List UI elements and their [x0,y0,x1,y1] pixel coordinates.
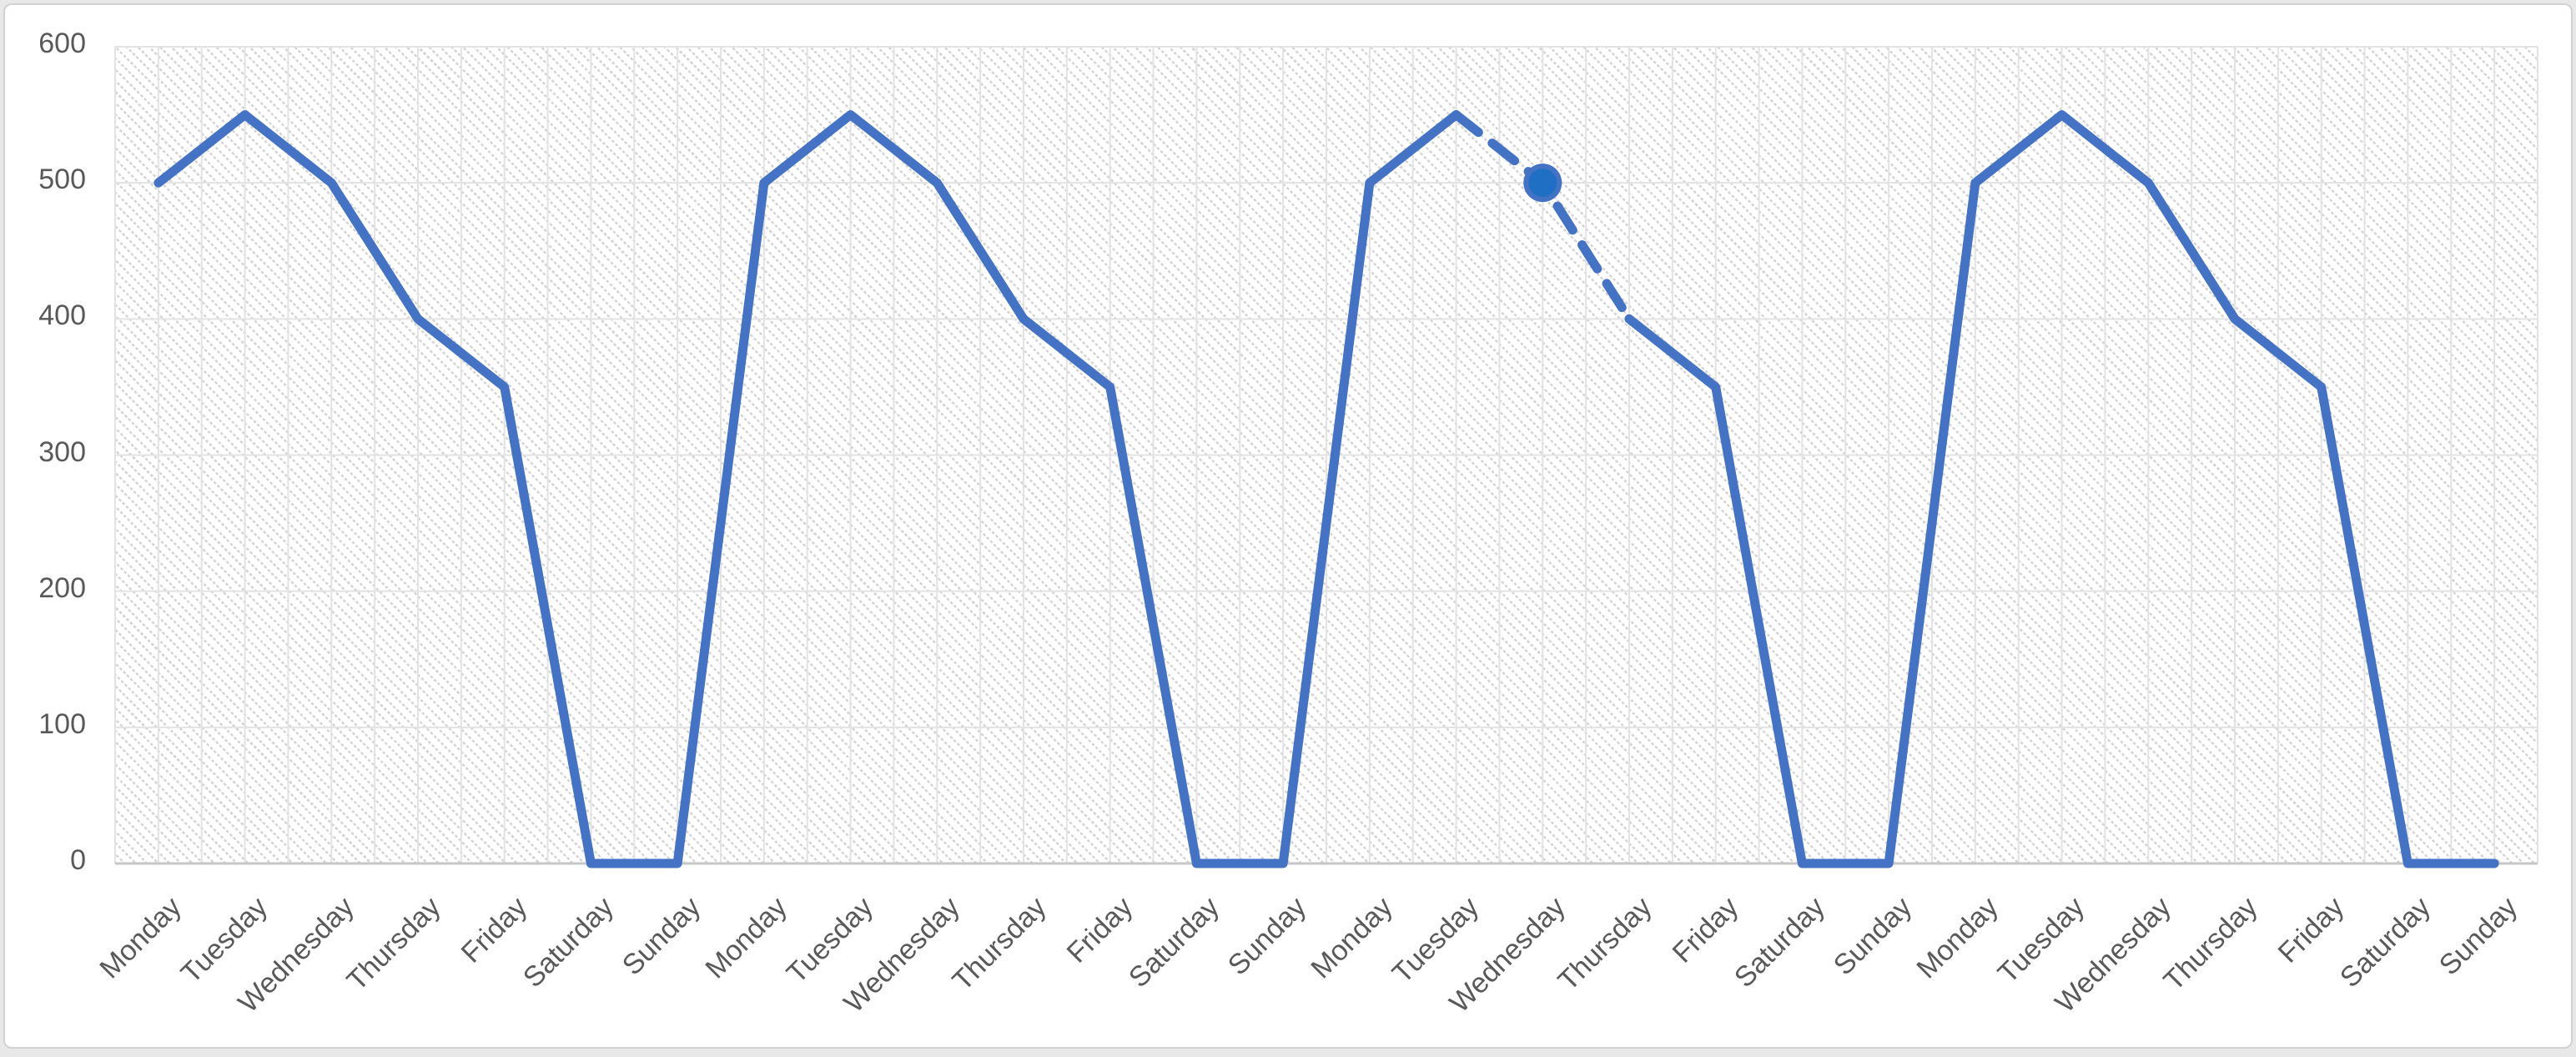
y-tick-label: 100 [38,707,86,740]
y-tick-label: 600 [38,28,86,59]
x-tick-label: Friday [455,891,534,969]
x-tick-label: Monday [699,891,793,985]
series-line-solid[interactable] [153,110,2499,868]
x-tick-label: Saturday [517,891,621,994]
x-tick-label: Saturday [2334,891,2438,994]
y-tick-label: 200 [38,571,86,604]
plot-area[interactable] [115,47,2538,863]
x-tick-label: Monday [1305,891,1399,985]
highlighted-point-marker[interactable] [1528,169,1557,198]
x-tick-label: Friday [1060,891,1140,969]
y-tick-label: 400 [38,299,86,332]
x-tick-label: Monday [93,891,188,985]
x-tick-label: Thursday [1552,891,1658,998]
x-tick-label: Sunday [616,891,707,982]
x-tick-label: Monday [1910,891,2005,985]
x-tick-label: Saturday [1123,891,1226,994]
y-tick-label: 0 [70,844,86,876]
y-tick-label: 500 [38,164,86,196]
x-tick-label: Thursday [340,891,447,998]
x-tick-label: Saturday [1728,891,1832,994]
chart-frame[interactable]: 0 100 200 300 400 500 600 Monday Tuesday Wednesd… [3,3,2573,1049]
x-tick-label: Friday [2272,891,2351,969]
x-tick-label: Sunday [2433,891,2524,982]
y-tick-label: 300 [38,435,86,468]
x-tick-label: Thursday [946,891,1053,998]
x-tick-label: Sunday [1221,891,1313,982]
x-tick-label: Friday [1666,891,1745,969]
x-tick-label: Sunday [1827,891,1919,982]
x-tick-label: Thursday [2157,891,2264,998]
